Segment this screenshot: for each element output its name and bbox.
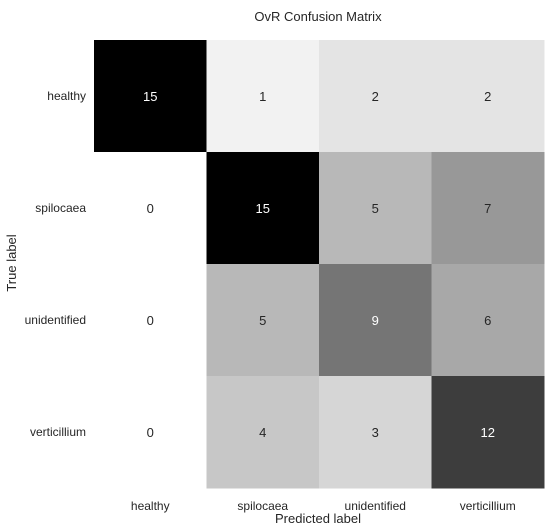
cell-value-label: 2 — [372, 89, 379, 104]
cell-value-label: 9 — [372, 313, 379, 328]
y-tick-label: verticillium — [30, 425, 86, 439]
cell-value-label: 4 — [259, 425, 266, 440]
heatmap-cell-healthy-spilocaea — [206, 40, 320, 153]
chart-title: OvR Confusion Matrix — [254, 9, 382, 24]
x-axis-label: Predicted label — [275, 511, 361, 526]
heatmap-cell-verticillium-healthy — [94, 376, 207, 489]
cell-value-label: 15 — [143, 89, 157, 104]
heatmap-cell-unidentified-verticillium — [431, 264, 545, 377]
heatmap-cell-unidentified-healthy — [94, 264, 207, 377]
heatmap-cell-spilocaea-healthy — [94, 152, 207, 265]
cell-value-label: 5 — [372, 201, 379, 216]
heatmap-cell-verticillium-verticillium — [431, 376, 545, 489]
cell-value-label: 12 — [481, 425, 495, 440]
heatmap-cell-spilocaea-unidentified — [319, 152, 432, 265]
heatmap-cell-verticillium-spilocaea — [206, 376, 320, 489]
x-tick-label: healthy — [131, 499, 170, 513]
heatmap-cell-spilocaea-spilocaea — [206, 152, 320, 265]
heatmap-cell-unidentified-unidentified — [319, 264, 432, 377]
x-axis-ticks: healthy spilocaea unidentified verticillium — [131, 499, 516, 513]
cell-value-label: 0 — [147, 425, 154, 440]
y-tick-label: spilocaea — [35, 201, 86, 215]
cell-value-label: 1 — [259, 89, 266, 104]
heatmap-cell-labels: 15 1 2 20 15 5 70 5 9 60 4 3 12 — [143, 89, 495, 440]
cell-value-label: 6 — [484, 313, 491, 328]
x-tick-label: verticillium — [460, 499, 516, 513]
cell-value-label: 0 — [147, 313, 154, 328]
cell-value-label: 3 — [372, 425, 379, 440]
heatmap-cells — [94, 40, 545, 489]
cell-value-label: 2 — [484, 89, 491, 104]
heatmap-cell-healthy-healthy — [94, 40, 207, 153]
y-axis-label: True label — [4, 234, 19, 291]
y-tick-label: unidentified — [25, 313, 86, 327]
heatmap-cell-unidentified-spilocaea — [206, 264, 320, 377]
heatmap-cell-healthy-verticillium — [431, 40, 545, 153]
x-tick-label: spilocaea — [237, 499, 288, 513]
cell-value-label: 7 — [484, 201, 491, 216]
y-axis-ticks: healthy spilocaea unidentified verticillium — [25, 89, 87, 439]
y-tick-label: healthy — [47, 89, 86, 103]
x-tick-label: unidentified — [345, 499, 406, 513]
heatmap-cell-verticillium-unidentified — [319, 376, 432, 489]
heatmap-cell-spilocaea-verticillium — [431, 152, 545, 265]
cell-value-label: 0 — [147, 201, 154, 216]
cell-value-label: 15 — [256, 201, 270, 216]
heatmap-cell-healthy-unidentified — [319, 40, 432, 153]
cell-value-label: 5 — [259, 313, 266, 328]
